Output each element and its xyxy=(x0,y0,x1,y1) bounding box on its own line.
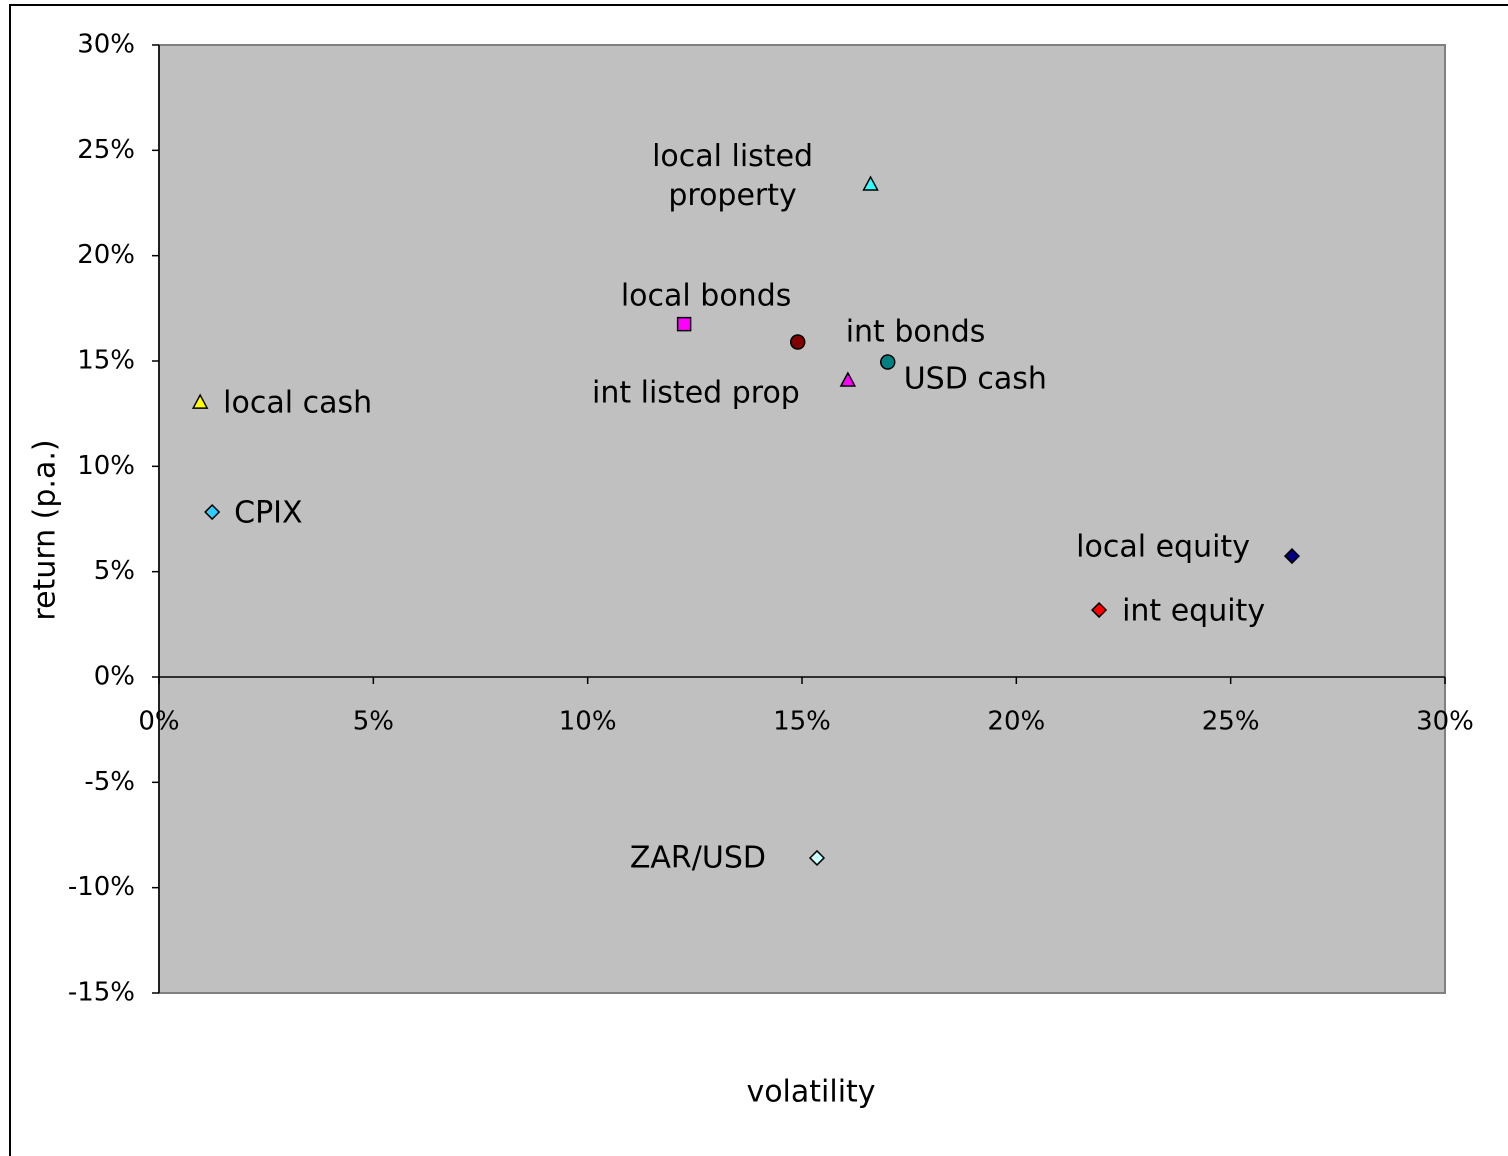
y-tick-label: 5% xyxy=(94,556,135,586)
x-tick-label: 15% xyxy=(773,707,831,737)
point-label: local equity xyxy=(1076,530,1250,565)
point-label: int equity xyxy=(1122,594,1265,629)
y-tick-label: -15% xyxy=(68,978,135,1008)
plot-area xyxy=(158,44,1446,994)
point xyxy=(191,393,209,409)
y-tick-label: 10% xyxy=(77,451,135,481)
point-label-box: local listed property xyxy=(652,139,814,214)
y-tick-label: 15% xyxy=(77,346,135,376)
y-tick-label: 20% xyxy=(77,240,135,270)
y-tick-label: -10% xyxy=(68,872,135,902)
point-label: ZAR/USD xyxy=(630,840,766,875)
point xyxy=(839,371,857,387)
chart-frame xyxy=(9,4,1508,1156)
y-tick-label: -5% xyxy=(84,767,135,797)
x-tick-label: 25% xyxy=(1202,707,1260,737)
point xyxy=(808,849,826,867)
point xyxy=(676,316,692,332)
point xyxy=(204,503,221,521)
x-tick-label: 20% xyxy=(987,707,1045,737)
point-label: CPIX xyxy=(234,496,302,531)
point xyxy=(862,175,879,191)
x-tick-label: 30% xyxy=(1416,707,1474,737)
y-axis-title: return (p.a.) xyxy=(28,439,63,620)
x-tick-label: 10% xyxy=(559,707,617,737)
point-label: int listed prop xyxy=(592,375,800,410)
point xyxy=(879,354,896,370)
point xyxy=(1091,601,1108,619)
x-tick-label: 0% xyxy=(138,707,179,737)
y-tick-label: 30% xyxy=(77,30,135,60)
y-tick-label: 25% xyxy=(77,135,135,165)
point-label: local listed property xyxy=(652,139,814,214)
point-label: int bonds xyxy=(846,315,986,350)
point xyxy=(789,334,806,350)
x-tick-label: 5% xyxy=(353,707,394,737)
y-tick-label: 0% xyxy=(94,662,135,692)
point xyxy=(1283,548,1301,565)
point-label: local cash xyxy=(223,386,372,421)
point-label: local bonds xyxy=(621,279,792,314)
point-label: USD cash xyxy=(904,362,1047,397)
x-axis-title: volatility xyxy=(746,1075,875,1110)
